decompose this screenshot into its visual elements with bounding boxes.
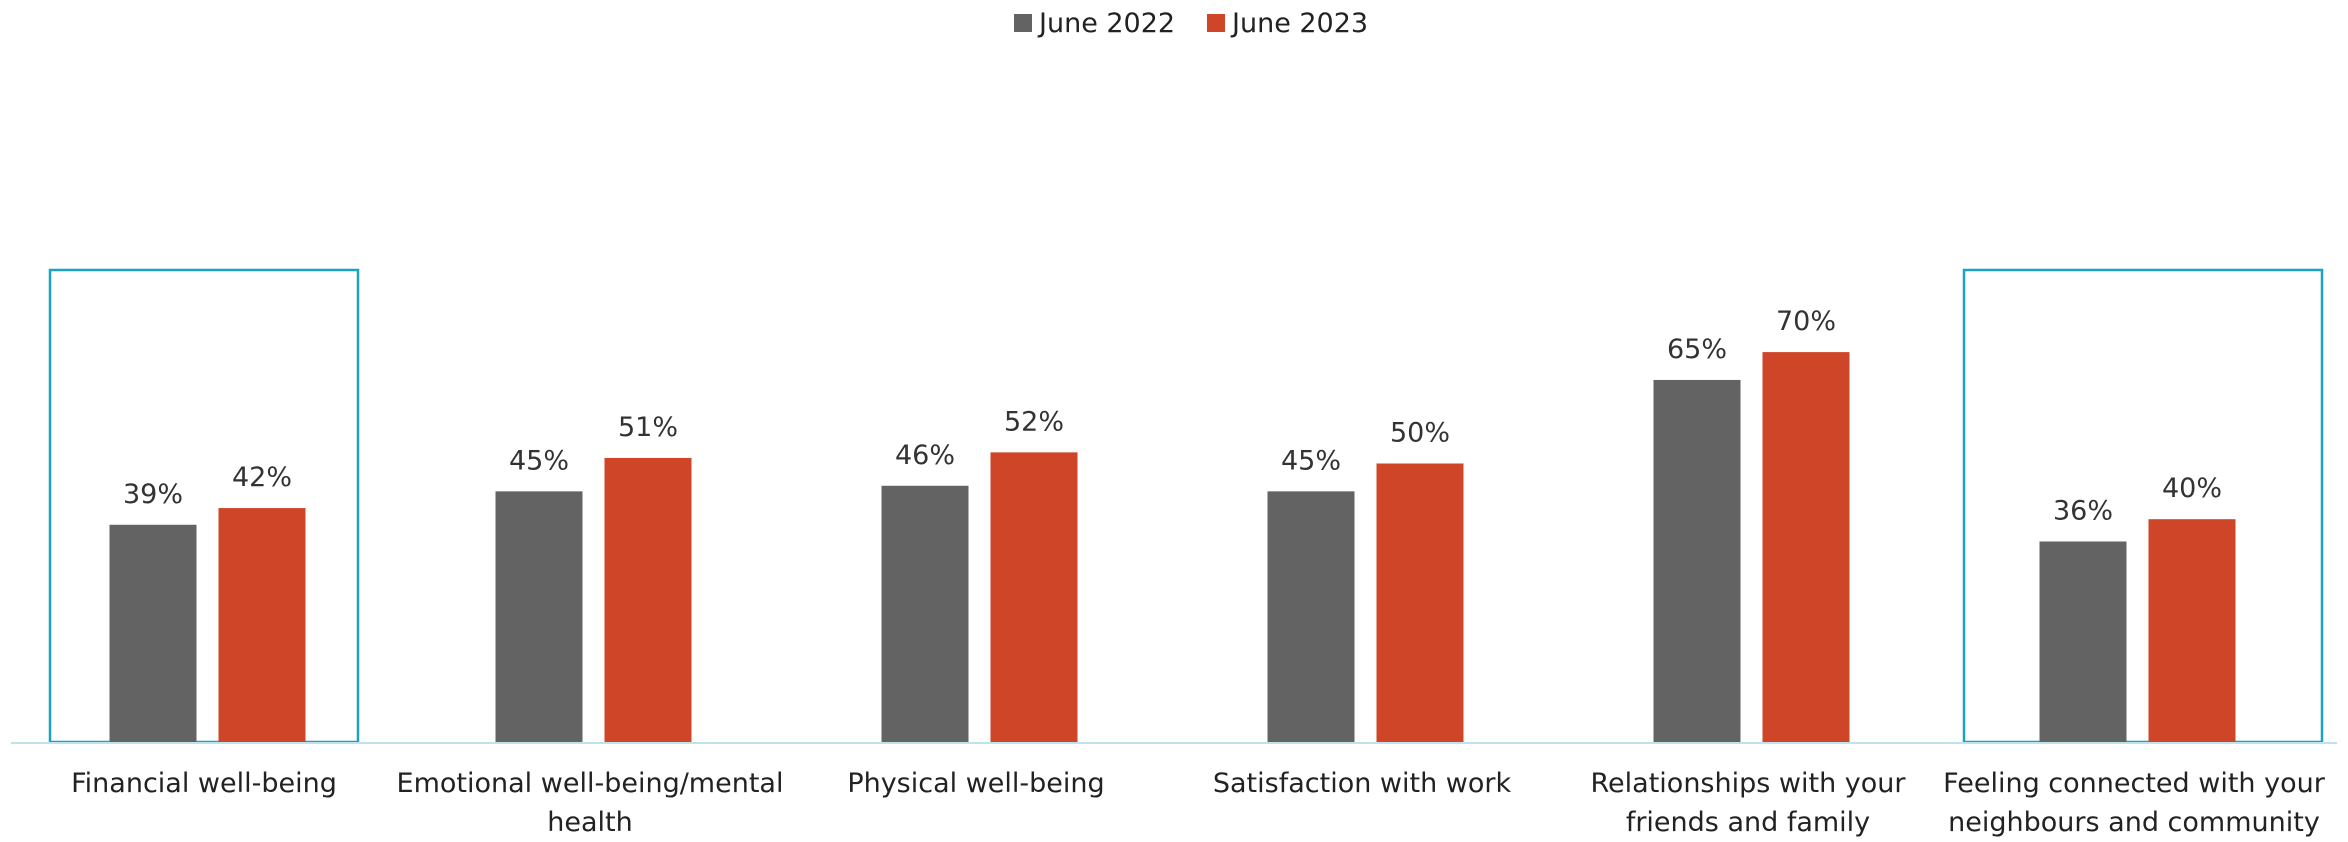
category-label: Satisfaction with work [1213,768,1512,799]
data-label: 42% [232,462,292,493]
category-label: Physical well-being [847,768,1104,799]
legend-label: June 2022 [1037,8,1175,39]
legend-label: June 2023 [1230,8,1368,39]
bar-june-2023 [2148,519,2236,742]
data-label: 39% [123,479,183,510]
bar-june-2023 [604,457,692,742]
bar-june-2023 [218,508,306,742]
data-labels: 39% 45% 46% 45% 65% 36% 42% 51% 52% 50% 70% 40% [123,306,2222,526]
data-label: 46% [895,440,955,471]
data-label: 36% [2053,495,2113,526]
bar-june-2023 [1762,352,1850,742]
data-label: 70% [1776,306,1836,337]
bar-june-2023 [1376,463,1464,742]
category-label: Relationships with your friends and famil… [1591,768,1907,838]
data-label: 50% [1390,418,1450,449]
bar-june-2022 [1653,379,1741,742]
category-labels: Financial well-being Emotional well-being… [71,768,2326,838]
legend: June 2022 June 2023 [1014,8,1368,39]
category-label: Financial well-being [71,768,337,799]
bar-june-2022 [2039,541,2127,742]
bar-june-2022 [495,491,583,742]
bars [109,352,2236,742]
bar-june-2022 [1267,491,1355,742]
highlight-box [1962,268,2324,744]
legend-swatch [1207,14,1225,32]
highlight-box [48,268,360,744]
bar-june-2023 [990,452,1078,742]
category-label: Feeling connected with your neighbours an… [1943,768,2326,838]
data-label: 51% [618,412,678,443]
data-label: 40% [2162,473,2222,504]
data-label: 45% [509,445,569,476]
bar-june-2022 [881,485,969,742]
data-label: 52% [1004,406,1064,437]
highlight-boxes [48,268,2324,744]
bar-june-2022 [109,524,197,742]
category-label: Emotional well-being/mental health [397,768,784,838]
data-label: 45% [1281,445,1341,476]
data-label: 65% [1667,334,1727,365]
legend-swatch [1014,14,1032,32]
